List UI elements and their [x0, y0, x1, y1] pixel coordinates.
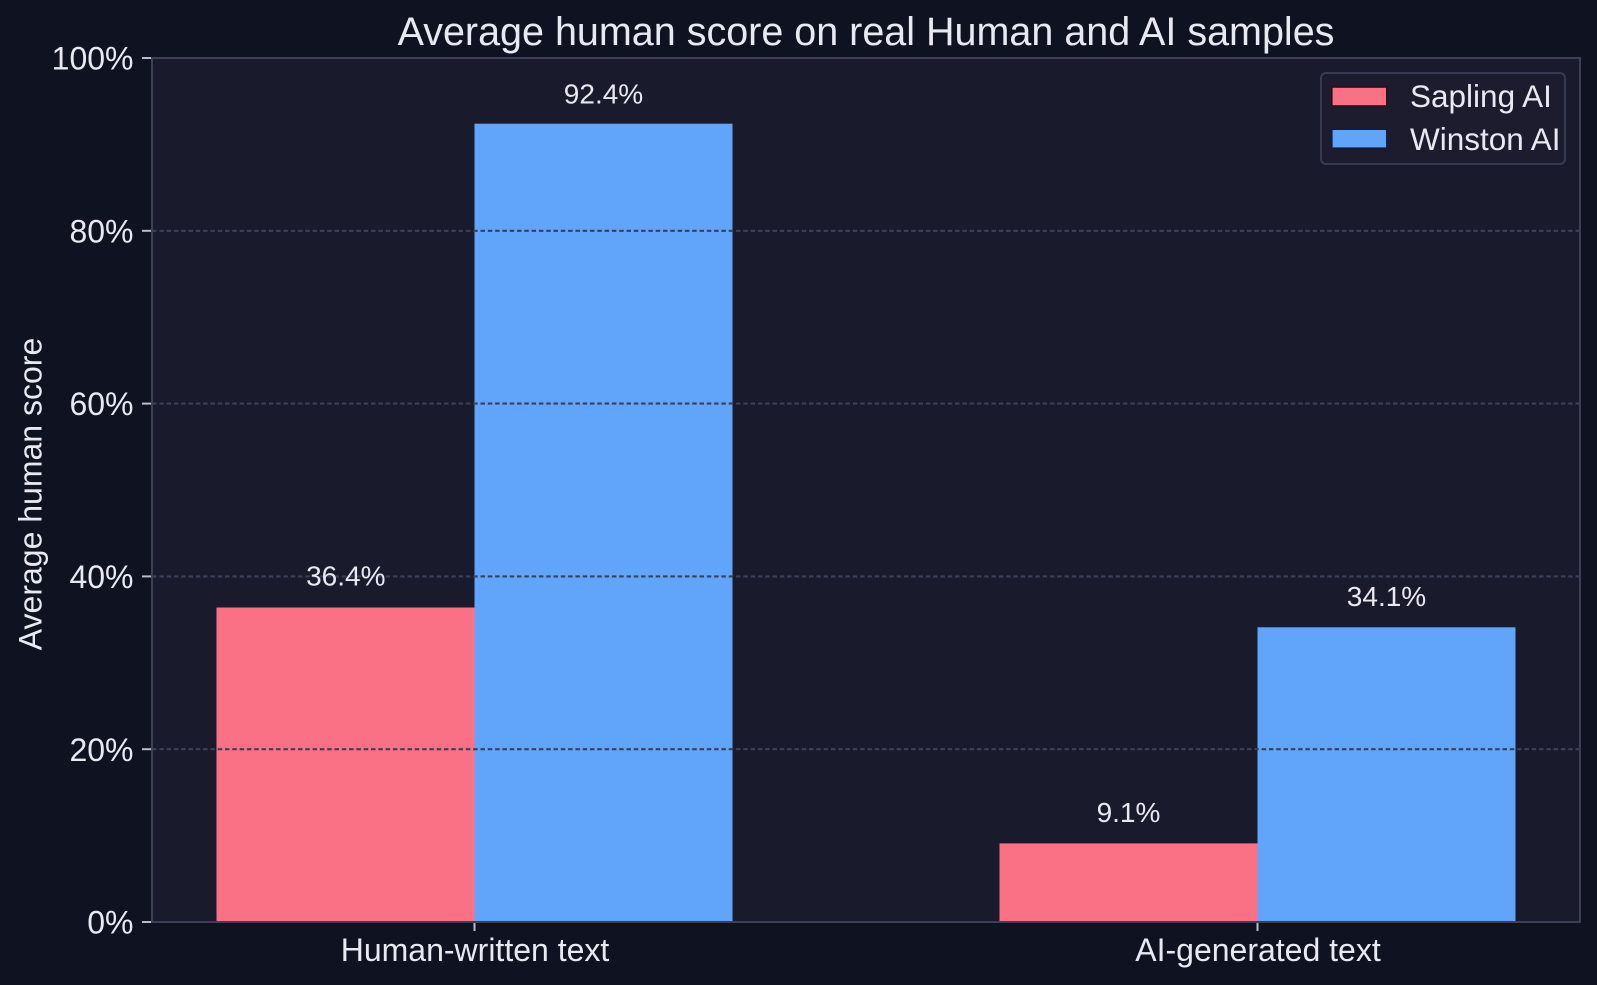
svg-text:80%: 80%	[69, 213, 133, 249]
svg-text:9.1%: 9.1%	[1097, 797, 1161, 828]
svg-text:Human-written text: Human-written text	[341, 932, 610, 968]
svg-text:20%: 20%	[69, 732, 133, 768]
svg-text:92.4%: 92.4%	[564, 79, 643, 110]
svg-text:Average human score on real Hu: Average human score on real Human and AI…	[398, 10, 1335, 54]
svg-text:AI-generated text: AI-generated text	[1135, 932, 1381, 968]
svg-text:36.4%: 36.4%	[306, 561, 385, 592]
svg-text:34.1%: 34.1%	[1347, 581, 1426, 612]
svg-text:100%: 100%	[52, 41, 134, 77]
svg-text:Average human score: Average human score	[13, 338, 49, 650]
svg-text:Winston AI: Winston AI	[1410, 121, 1561, 157]
svg-text:0%: 0%	[87, 905, 133, 941]
svg-text:60%: 60%	[69, 386, 133, 422]
svg-text:Sapling AI: Sapling AI	[1410, 78, 1552, 114]
svg-text:40%: 40%	[69, 559, 133, 595]
